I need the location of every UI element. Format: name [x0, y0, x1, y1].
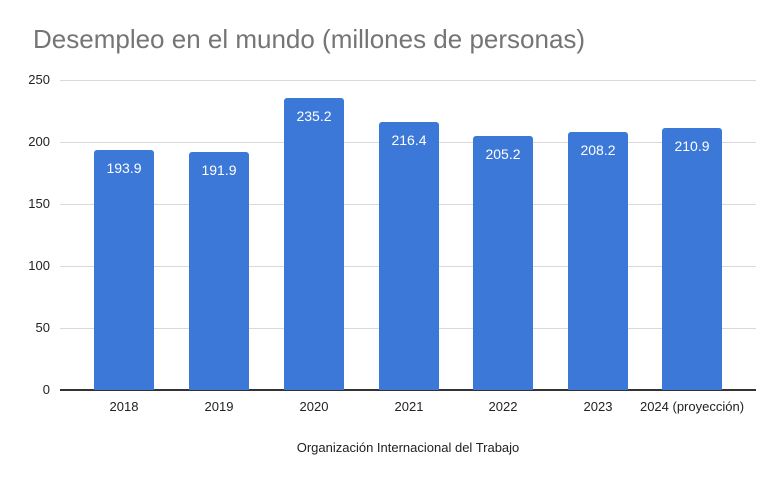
x-tick-label: 2021 [394, 399, 424, 414]
x-axis-label: Organización Internacional del Trabajo [296, 440, 520, 455]
bar-2023[interactable]: 208.2 [568, 131, 628, 390]
bar-2018[interactable]: 193.9 [94, 149, 154, 390]
bar-value-label: 193.9 [106, 159, 142, 176]
chart-title: Desempleo en el mundo (millones de perso… [33, 24, 586, 54]
bar-value-label: 235.2 [296, 108, 332, 125]
x-tick-label: 2019 [204, 399, 234, 414]
bar-value-label: 208.2 [580, 141, 616, 158]
bar-value-label: 216.4 [391, 131, 427, 148]
bar-2021[interactable]: 216.4 [379, 121, 439, 390]
x-tick-label: 2018 [109, 399, 139, 414]
bar-value-label: 191.9 [201, 162, 237, 179]
bar-value-label: 210.9 [674, 138, 710, 155]
x-tick-label: 2024 (proyección) [639, 399, 745, 414]
y-tick-label: 200 [28, 134, 50, 149]
bar-2019[interactable]: 191.9 [189, 152, 249, 390]
bar-2022[interactable]: 205.2 [473, 135, 533, 390]
x-tick-label: 2023 [583, 399, 613, 414]
y-tick-label: 0 [42, 382, 50, 397]
bar-value-label: 205.2 [485, 145, 521, 162]
bar-2024[interactable]: 210.9 [662, 128, 722, 390]
y-tick-label: 50 [35, 320, 50, 335]
y-tick-label: 150 [28, 196, 50, 211]
y-tick-label: 250 [28, 72, 50, 87]
gridline [60, 80, 756, 81]
x-axis-line [60, 389, 756, 391]
bar-2020[interactable]: 235.2 [284, 98, 344, 390]
x-tick-label: 2022 [488, 399, 518, 414]
x-tick-label: 2020 [299, 399, 329, 414]
y-tick-label: 100 [28, 258, 50, 273]
